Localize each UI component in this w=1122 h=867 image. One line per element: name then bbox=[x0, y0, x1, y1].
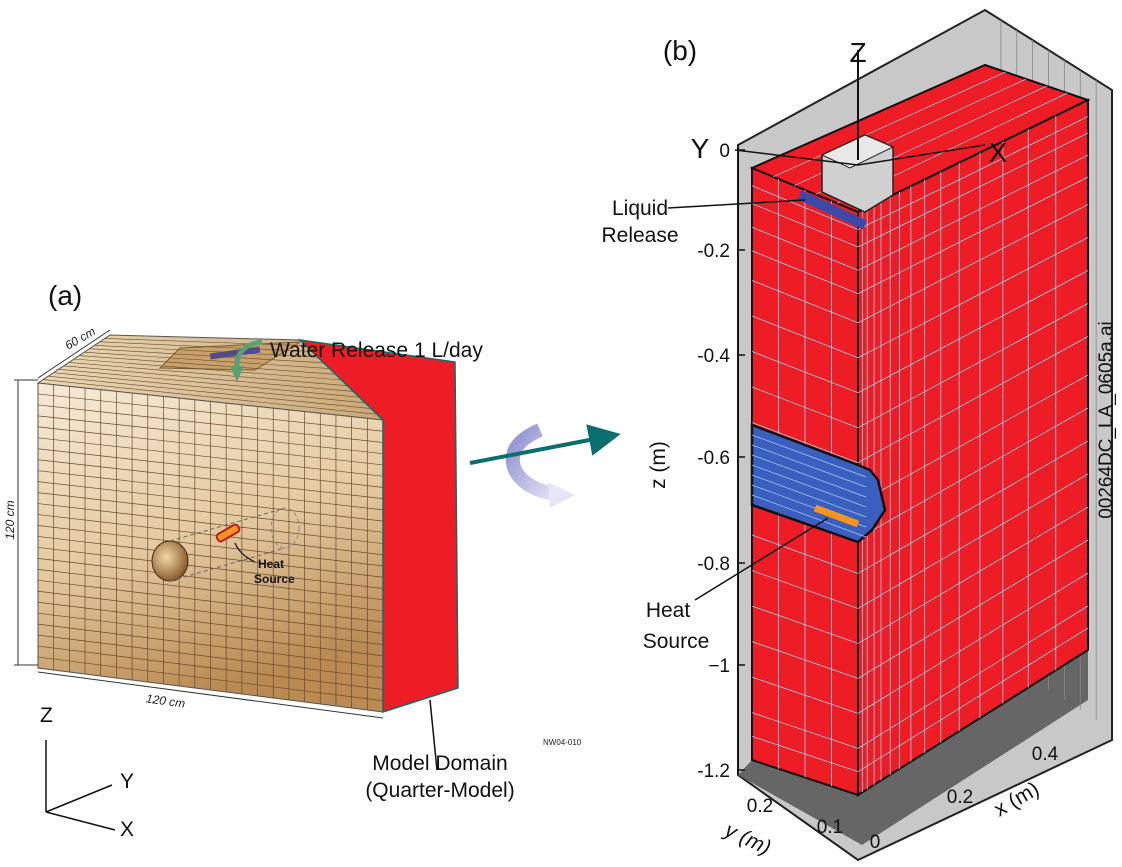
heat-label: Heat bbox=[258, 557, 284, 571]
axis-triad bbox=[46, 740, 115, 830]
z-tick-label: -1.2 bbox=[697, 761, 730, 782]
model-domain-label: Model Domain bbox=[372, 752, 507, 775]
z-ticks: 0 -0.2 -0.4 -0.6 -0.8 −1 -1.2 bbox=[697, 141, 745, 782]
z-tick-label: 0 bbox=[719, 141, 730, 162]
liquid-label: Liquid bbox=[612, 197, 668, 220]
heat-label-b: Heat bbox=[646, 599, 691, 622]
y-tick-label: 0.1 bbox=[817, 817, 843, 838]
heat-label: Source bbox=[254, 572, 295, 586]
drift-opening bbox=[152, 541, 188, 581]
rotate-arrow-head bbox=[548, 482, 575, 508]
z-tick-label: -0.4 bbox=[697, 346, 730, 367]
dim-bottom: 120 cm bbox=[145, 691, 186, 710]
axis-z-b: Z bbox=[849, 37, 866, 68]
axis-x: X bbox=[120, 818, 134, 841]
z-tick-label: -0.8 bbox=[697, 554, 730, 575]
panel-b-label: (b) bbox=[663, 35, 697, 66]
z-axis-title: z (m) bbox=[647, 441, 670, 489]
x-tick-label: 0 bbox=[870, 832, 881, 853]
figure: Heat Source Water Release 1 L/day 60 cm … bbox=[0, 0, 1122, 867]
axis-y: Y bbox=[120, 770, 134, 793]
y-axis-title: y (m) bbox=[719, 818, 774, 860]
liquid-label: Release bbox=[601, 224, 678, 247]
page: Model domain diagram html, body { margin… bbox=[0, 0, 1122, 867]
axis-x-b: X bbox=[989, 137, 1008, 168]
body: { "panel_a": { "label": "(a)", "dim_top"… bbox=[0, 0, 1122, 867]
panel-b: Liquid Release Heat Source Z Y X (b) 0 -0… bbox=[601, 10, 1117, 860]
model-domain-label: (Quarter-Model) bbox=[365, 779, 514, 802]
axis-z: Z bbox=[40, 704, 53, 727]
x-tick-label: 0.4 bbox=[1032, 744, 1059, 765]
y-tick-label: 0.2 bbox=[747, 796, 773, 817]
panel-a: Heat Source Water Release 1 L/day 60 cm … bbox=[3, 280, 582, 841]
z-tick-label: -0.6 bbox=[697, 448, 730, 469]
axis-y-b: Y bbox=[691, 133, 710, 164]
panel-a-label: (a) bbox=[48, 280, 82, 311]
file-code: 00264DC_LA_0605a.ai bbox=[1096, 321, 1117, 519]
x-tick-label: 0.2 bbox=[947, 787, 973, 808]
heat-label-b: Source bbox=[643, 630, 710, 653]
transition-arrow bbox=[470, 437, 605, 463]
figure-code: NW04-010 bbox=[543, 738, 582, 747]
z-tick-label: −1 bbox=[708, 656, 730, 677]
z-tick-label: -0.2 bbox=[697, 241, 730, 262]
water-release-label: Water Release 1 L/day bbox=[270, 339, 483, 362]
dim-side: 120 cm bbox=[3, 500, 17, 539]
